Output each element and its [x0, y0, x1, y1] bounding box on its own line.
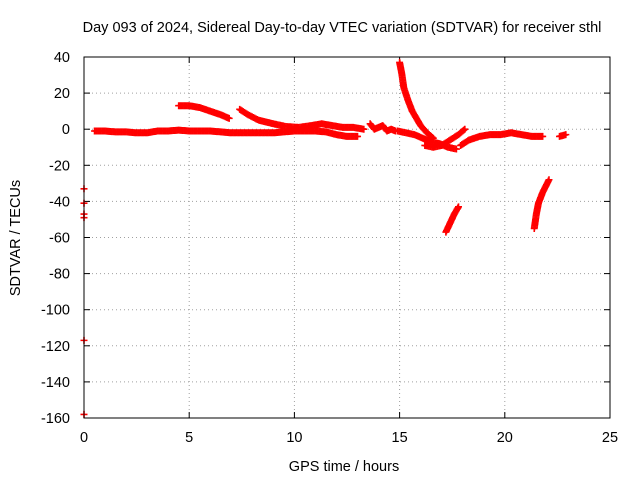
data-point-marker [539, 132, 547, 140]
y-tick-label: 40 [54, 50, 70, 66]
y-tick-label: -80 [49, 267, 70, 283]
x-tick-label: 15 [392, 430, 408, 446]
data-point-marker [428, 133, 436, 141]
data-point-marker [360, 125, 368, 133]
grid [84, 57, 610, 418]
data-point-marker [429, 134, 437, 142]
data-point-marker [461, 125, 469, 133]
x-tick-label: 20 [497, 430, 513, 446]
y-tick-label: -140 [41, 375, 70, 391]
y-tick-label: -100 [41, 303, 70, 319]
x-tick-label: 25 [602, 430, 618, 446]
y-tick-label: -20 [49, 158, 70, 174]
x-tick-label: 10 [286, 430, 302, 446]
x-axis-label: GPS time / hours [289, 459, 399, 475]
data-point-marker [455, 203, 463, 211]
data-point-marker [460, 126, 468, 134]
data-point-marker [452, 145, 460, 153]
data-point-marker [562, 131, 570, 139]
y-tick-label: -120 [41, 339, 70, 355]
y-tick-label: -160 [41, 411, 70, 427]
y-tick-label: 0 [62, 122, 70, 138]
y-tick-label: -60 [49, 231, 70, 247]
axes: 0 5 10 15 20 25 40 20 0 -20 -40 -60 -80 -100 -120 -140 -… [41, 50, 618, 446]
data-point-marker [354, 132, 362, 140]
data-point-marker [225, 114, 233, 122]
chart-title: Day 093 of 2024, Sidereal Day-to-day VTE… [83, 20, 602, 36]
y-axis-label: SDTVAR / TECUs [8, 180, 24, 296]
y-tick-label: -40 [49, 194, 70, 210]
data-points [80, 58, 570, 418]
x-tick-label: 5 [185, 430, 193, 446]
plot-frame [83, 56, 611, 419]
y-tick-label: 20 [54, 86, 70, 102]
x-tick-label: 0 [80, 430, 88, 446]
data-point-marker [545, 176, 553, 184]
